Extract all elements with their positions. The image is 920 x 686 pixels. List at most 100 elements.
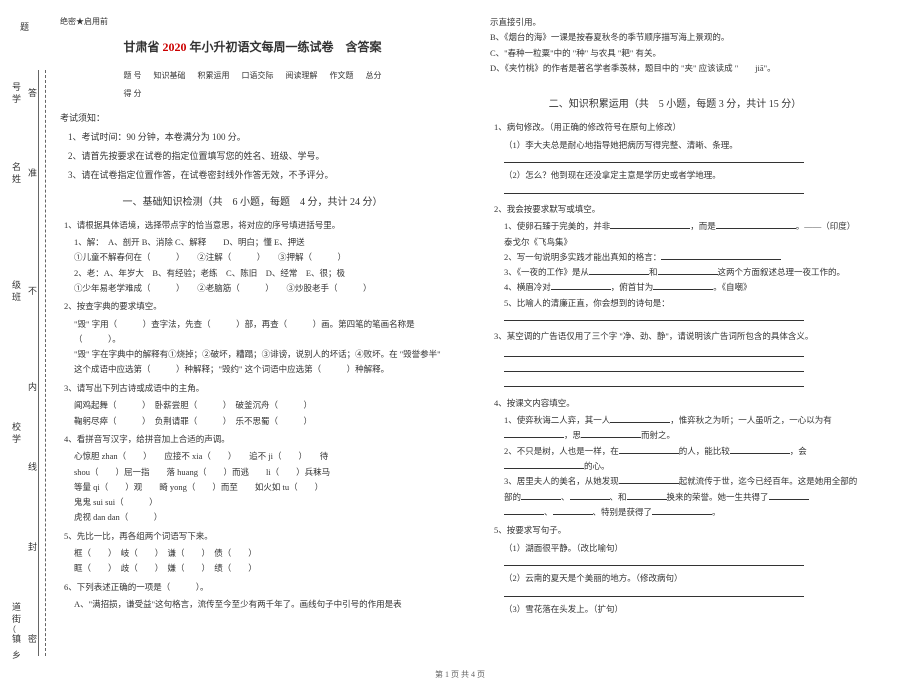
r-q2-5-blank [504, 311, 860, 326]
th-6: 总分 [360, 67, 388, 85]
q5-l1: 框（ ） 岐（ ） 谦（ ） 债（ ） [74, 546, 445, 561]
r-q2-4b: ，俯首甘为 [611, 282, 654, 292]
title-prefix: 甘肃省 [123, 40, 162, 54]
section2-title: 二、知识积累运用（共 5 小题，每题 3 分，共计 15 分） [490, 96, 860, 114]
right-column: 示直接引用。 B、《烟台的海》一课是按春夏秋冬的季节顺序描写海上景观的。 C、"… [465, 0, 880, 686]
margin-mi: 密 [28, 632, 37, 645]
r-q1: 1、病句修改。（用正确的修改符号在原句上修改） [494, 120, 860, 134]
r-q2-3a: 3、《一夜的工作》是从 [504, 267, 589, 277]
r-q4-3ft: 、 [544, 507, 553, 517]
r-q2: 2、我会按要求默写或填空。 [494, 202, 860, 216]
r-q4-3f: 、、特别是获得了。 [504, 505, 860, 520]
r-q2-1d: 泰戈尔《飞鸟集》 [504, 235, 860, 250]
notice-1t: 90 分钟，本卷满分为 [127, 132, 210, 142]
r-q4-3e: 换来的荣誉。她一生共得了 [667, 492, 769, 502]
r-q1-2-blank [504, 184, 860, 199]
left-column: 绝密★启用前 甘肃省 2020 年小升初语文每周一练试卷 含答案 题 号 知识基… [50, 0, 465, 686]
q4-l4: 鬼鬼 sui sui（ ） [74, 495, 445, 510]
q3-l1: 闻鸡起舞（ ） 卧薪尝胆（ ） 破釜沉舟（ ） [74, 398, 445, 413]
page-footer: 第 1 页 共 4 页 [0, 669, 920, 680]
q4-l5: 虎视 dan dan（ ） [74, 510, 445, 525]
r-q2-2: 2、写一句说明多实践才能出真知的格言： [504, 250, 860, 265]
r-q4-1d: 而射之。 [641, 430, 675, 440]
q3-l2: 鞠躬尽瘁（ ） 负荆请罪（ ） 乐不思蜀（ ） [74, 414, 445, 429]
r-q2-1a: 1、使卵石臻于完美的，并非 [504, 221, 610, 231]
q4-l1: 心惊胆 zhan（ ） 应接不 xia（ ） 追不 ji（ ） 待 [74, 449, 445, 464]
q5: 5、先比一比，再各组两个词语写下来。 [64, 529, 445, 543]
margin-xiang: 乡 [12, 648, 21, 661]
q1-l4: ①少年易老学难成（ ） ②老脑筋（ ） ③炒股老手（ ） [74, 281, 445, 296]
margin-ban: 班 [12, 290, 21, 303]
r-q3: 3、某空调的广告语仅用了三个字 "净、劲、静"，请说明该广告词所包含的具体含义。 [494, 329, 860, 343]
r-q4-3: 3、居里夫人的美名，从她发现 起就流传于世，迄今已经百年。这是她用全部的 [504, 474, 860, 489]
r-q5-2b [504, 587, 860, 602]
r-q4: 4、按课文内容填空。 [494, 396, 860, 410]
q6-a: A、"满招损，谦受益"这句格言，流传至今至少有两千年了。画线句子中引号的作用是表 [74, 597, 445, 612]
r-q5-1: （1）湖面很平静。（改比喻句） [504, 541, 860, 556]
r-q4-2b: 的人，能比较 [679, 446, 730, 456]
th-5: 作文题 [324, 67, 360, 85]
q2-l1: "毁" 字用（ ）查字法，先查（ ）部，再查（ ）画。第四笔的笔画名称是（ ）。 [74, 317, 445, 348]
q1-l3: 2、老：A、年岁大 B、有经验；老练 C、陈旧 D、经常 E、很；极 [74, 266, 445, 281]
r-q2-1: 1、使卵石臻于完美的，并非 ，而是 。——（印度） [504, 219, 860, 234]
section1-title: 一、基础知识检测（共 6 小题，每题 4 分，共计 24 分） [60, 194, 445, 212]
title-answer: 含答案 [346, 40, 382, 54]
exam-title: 甘肃省 2020 年小升初语文每周一练试卷 含答案 [60, 37, 445, 59]
q6-d: D、《夹竹桃》的作者是著名学者季羡林，题目中的 "夹" 应该读成 " jiā"。 [490, 61, 860, 76]
r-q2-3b: 和 [649, 267, 658, 277]
q6-r1: 示直接引用。 [490, 15, 860, 30]
r-q4-3d: 、和 [610, 492, 627, 502]
margin-xue2: 学 [12, 432, 21, 445]
r-q2-1c: 。——（印度） [796, 221, 856, 231]
margin-bu: 不 [28, 284, 37, 297]
r-q5-2: （2）云南的夏天是个美丽的地方。（修改病句） [504, 571, 860, 586]
r-q5: 5、按要求写句子。 [494, 523, 860, 537]
r-q2-3: 3、《一夜的工作》是从 和 这两个方面叙述总理一夜工作的。 [504, 265, 860, 280]
q2-l2: "毁" 字在字典中的解释有①烧掉；②破坏，糟蹋；③诽谤，说别人的坏话；④败坏。在… [74, 347, 445, 378]
q1-l1: 1、解： A、剖开 B、消除 C、解释 D、明白；懂 E、押送 [74, 235, 445, 250]
r-q4-1ct: ，思 [564, 430, 581, 440]
th-4: 阅读理解 [280, 67, 324, 85]
r-q4-1: 1、使弈秋诲二人弈，其一人 ，惟弈秋之为听；一人虽听之，一心以为有 [504, 413, 860, 428]
margin-da: 答 [28, 86, 37, 99]
r-q2-5: 5、比喻人的清廉正直，你会想到的诗句是： [504, 296, 860, 311]
r-q3-b3 [504, 377, 860, 392]
q1: 1、请根据具体语境，选择带点字的恰当意思，将对应的序号填进括号里。 [64, 218, 445, 232]
r-q4-3ct: 、 [561, 492, 570, 502]
r-q2-4: 4、横眉冷对，俯首甘为。《自嘲》 [504, 280, 860, 295]
q3: 3、请写出下列古诗或成语中的主角。 [64, 381, 445, 395]
q1-l2: ①儿童不解春何在（ ） ②注解（ ） ③押解（ ） [74, 250, 445, 265]
th-3: 口语交际 [236, 67, 280, 85]
th-0: 题 号 [118, 67, 148, 85]
r-q4-1c: ，思 而射之。 [504, 428, 860, 443]
r-q3-b2 [504, 362, 860, 377]
notice-2: 2、请首先按要求在试卷的指定位置填写您的姓名、班级、学号。 [68, 148, 445, 164]
margin-xing: 姓 [12, 172, 21, 185]
margin-zhun: 准 [28, 166, 37, 179]
q6-b: B、《烟台的海》一课是按春夏秋冬的季节顺序描写海上景观的。 [490, 30, 860, 45]
r-q4-2: 2、不只是树，人也是一样，在 的人，能比较 ，会 [504, 444, 860, 459]
r-q1-1: （1）李大夫总是耐心地指导她把病历写得完整、清晰、条理。 [504, 138, 860, 153]
q6: 6、下列表述正确的一项是（ ）。 [64, 580, 445, 594]
r-q4-1a: 1、使弈秋诲二人弈，其一人 [504, 415, 610, 425]
q4-l2: shou（ ）屈一指 落 huang（ ）而逃 li（ ）兵秣马 [74, 465, 445, 480]
r-q2-2t: 2、写一句说明多实践才能出真知的格言： [504, 252, 661, 262]
r-q4-2dt: 的心。 [584, 461, 610, 471]
notice-1a: 1、考试时间： [68, 132, 127, 142]
margin-feng: 封 [28, 540, 37, 553]
r-q1-1-blank [504, 153, 860, 168]
r-q2-1b: ，而是 [690, 221, 716, 231]
r-q2-3c: 这两个方面叙述总理一夜工作的。 [718, 267, 846, 277]
th-2: 积累运用 [192, 67, 236, 85]
title-year: 2020 [162, 40, 186, 54]
r-q4-2a: 2、不只是树，人也是一样，在 [504, 446, 619, 456]
notice-title: 考试须知： [60, 110, 445, 126]
r-q4-2c: ，会 [790, 446, 807, 456]
r-q4-3b: 起就流传于世，迄今已经百年。这是她用全部的 [679, 476, 858, 486]
r-q4-3a: 3、居里夫人的美名，从她发现 [504, 476, 619, 486]
r-q4-1b: ，惟弈秋之为听；一人虽听之，一心以为有 [670, 415, 832, 425]
r-q1-2: （2）怎么？他到现在还没拿定主意是学历史或者学地理。 [504, 168, 860, 183]
r-q4-2d: 的心。 [504, 459, 860, 474]
q4: 4、看拼音写汉字，给拼音加上合适的声调。 [64, 432, 445, 446]
r-q5-1b [504, 556, 860, 571]
